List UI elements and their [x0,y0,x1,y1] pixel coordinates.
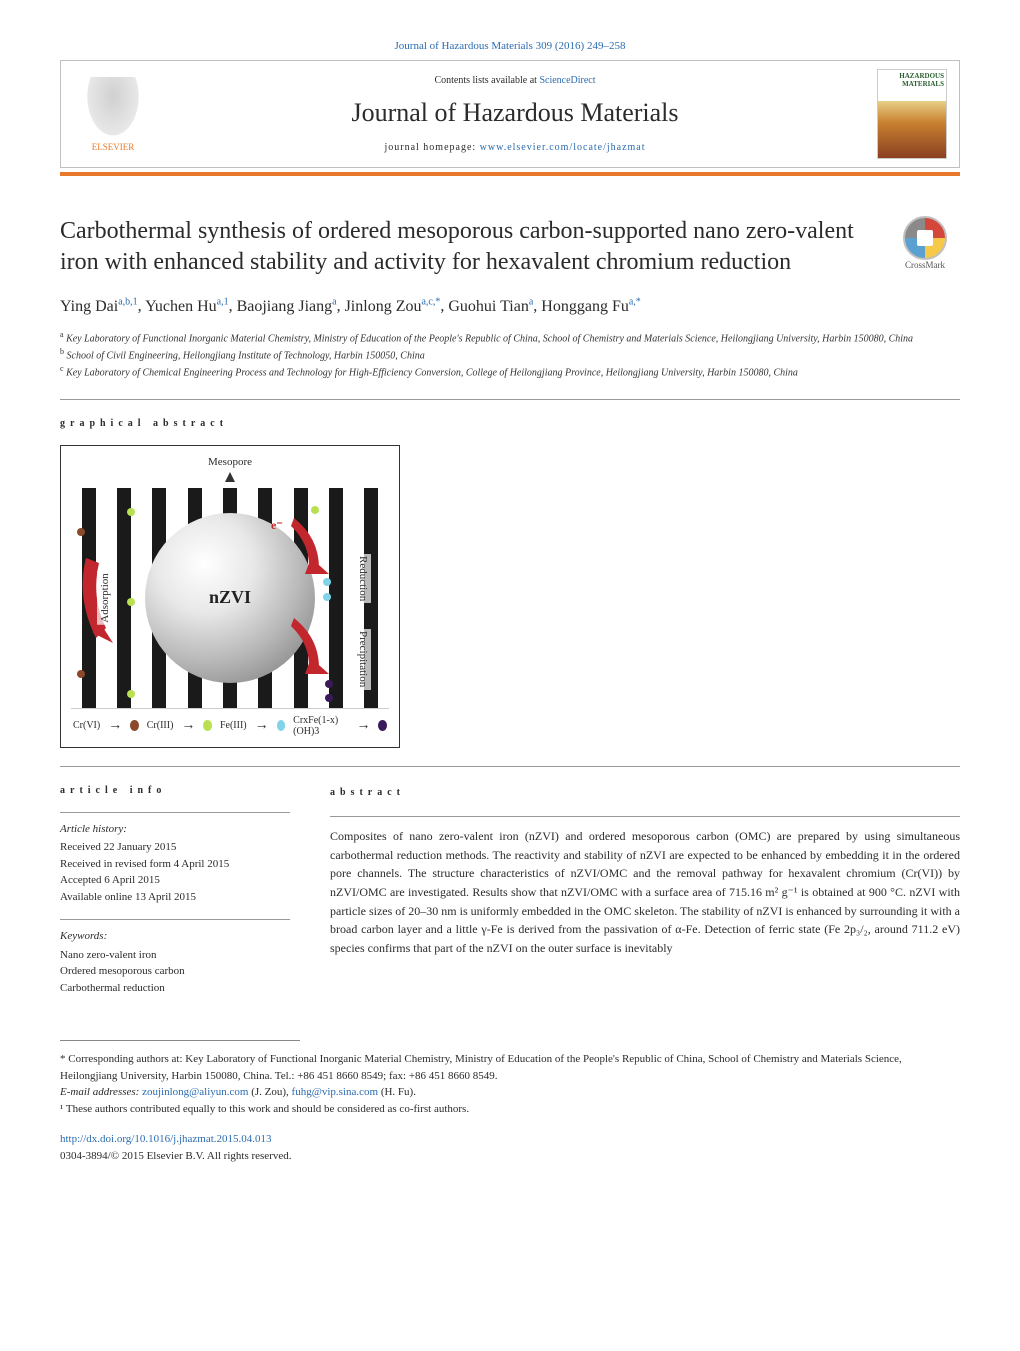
article-title: Carbothermal synthesis of ordered mesopo… [60,216,870,278]
author: Baojiang Jianga [237,298,337,315]
graphical-abstract-figure: Mesopore nZVI Adsorption Reduction Preci… [60,445,400,748]
divider [60,766,960,767]
ga-legend-swatch [203,720,212,731]
history-title: Article history: [60,821,290,838]
history-item: Available online 13 April 2015 [60,889,290,906]
footnotes: * Corresponding authors at: Key Laborato… [60,1051,960,1117]
orange-divider [60,172,960,176]
sciencedirect-link[interactable]: ScienceDirect [539,75,595,86]
ga-top-label: Mesopore [71,456,389,468]
ga-dot-feiii [323,593,331,601]
contribution-note: ¹ These authors contributed equally to t… [60,1101,960,1118]
elsevier-logo[interactable]: ELSEVIER [73,69,153,159]
ga-dot-feiii [323,578,331,586]
abstract-header: abstract [330,785,960,801]
elsevier-tree-icon [83,77,143,142]
ga-precipitation-label: Precipitation [355,629,371,689]
cover-label: HAZARDOUS MATERIALS [880,72,944,88]
history-item: Received 22 January 2015 [60,839,290,856]
keywords-title: Keywords: [60,928,290,945]
ga-red-arrow-right-bottom-icon [289,608,329,698]
ga-legend-label: Cr(VI) [73,720,100,731]
arrow-icon: → [356,718,370,734]
author: Ying Daia,b,1 [60,298,138,315]
divider [330,816,960,817]
author: Honggang Fua,* [541,298,641,315]
abstract-column: abstract Composites of nano zero-valent … [330,785,960,1011]
article-history-block: Article history: Received 22 January 201… [60,821,290,906]
ga-reduction-label: Reduction [355,554,371,603]
ga-top-arrow-icon [71,472,389,484]
history-item: Accepted 6 April 2015 [60,872,290,889]
ga-legend-label: Cr(III) [147,720,174,731]
article-info-column: article info Article history: Received 2… [60,785,290,1011]
top-citation[interactable]: Journal of Hazardous Materials 309 (2016… [60,40,960,52]
email-who: (J. Zou) [251,1086,286,1098]
author: Guohui Tiana [448,298,533,315]
history-item: Received in revised form 4 April 2015 [60,856,290,873]
corresponding-author-note: * Corresponding authors at: Key Laborato… [60,1051,960,1084]
footnote-rule [60,1040,300,1041]
email-link[interactable]: zoujinlong@aliyun.com [142,1086,248,1098]
contents-prefix: Contents lists available at [434,75,539,86]
ga-legend-swatch [277,720,286,731]
ga-legend-swatch [378,720,387,731]
author: Jinlong Zoua,c,* [345,298,441,315]
affiliation: b School of Civil Engineering, Heilongji… [60,346,960,363]
publisher-label: ELSEVIER [92,142,135,152]
journal-header-bar: ELSEVIER Contents lists available at Sci… [60,60,960,168]
affiliations: a Key Laboratory of Functional Inorganic… [60,329,960,381]
arrow-icon: → [255,718,269,734]
ga-legend: Cr(VI) → Cr(III) → Fe(III) → CrxFe(1-x)(OH)… [71,708,389,737]
journal-cover-thumbnail[interactable]: HAZARDOUS MATERIALS [877,69,947,159]
divider [60,812,290,813]
ga-adsorption-label: Adsorption [97,571,113,625]
graphical-abstract-header: graphical abstract [60,418,960,429]
email-link[interactable]: fuhg@vip.sina.com [292,1086,379,1098]
ga-electron-label: e⁻ [271,518,283,533]
issn-copyright: 0304-3894/© 2015 Elsevier B.V. All right… [60,1150,292,1162]
keyword: Nano zero-valent iron [60,947,290,964]
ga-dot-criii [127,690,135,698]
ga-dot-precipitate [325,694,333,702]
keywords-block: Keywords: Nano zero-valent iron Ordered … [60,928,290,996]
crossmark-icon [903,216,947,260]
ga-legend-label: CrxFe(1-x)(OH)3 [293,715,348,737]
author: Yuchen Hua,1 [145,298,229,315]
authors-line: Ying Daia,b,1, Yuchen Hua,1, Baojiang Ji… [60,294,960,318]
ga-legend-swatch [130,720,139,731]
doi-link[interactable]: http://dx.doi.org/10.1016/j.jhazmat.2015… [60,1133,272,1145]
keyword: Carbothermal reduction [60,980,290,997]
ga-dot-precipitate [325,680,333,688]
divider [60,919,290,920]
abstract-text: Composites of nano zero-valent iron (nZV… [330,827,960,957]
arrow-icon: → [108,718,122,734]
email-line: E-mail addresses: zoujinlong@aliyun.com … [60,1084,960,1101]
ga-legend-label: Fe(III) [220,720,247,731]
ga-dot-crvi [77,670,85,678]
crossmark-label: CrossMark [905,260,945,270]
homepage-line: journal homepage: www.elsevier.com/locat… [153,142,877,153]
ga-dot-criii [311,506,319,514]
email-who: (H. Fu) [381,1086,413,1098]
homepage-link[interactable]: www.elsevier.com/locate/jhazmat [480,142,646,153]
ga-dot-crvi [77,528,85,536]
affiliation: a Key Laboratory of Functional Inorganic… [60,329,960,346]
affiliation: c Key Laboratory of Chemical Engineering… [60,363,960,380]
doi-block: http://dx.doi.org/10.1016/j.jhazmat.2015… [60,1131,960,1164]
article-info-header: article info [60,785,290,796]
ga-diagram-core: nZVI Adsorption Reduction Precipitation … [71,488,389,708]
email-prefix: E-mail addresses: [60,1086,142,1098]
ga-dot-criii [127,508,135,516]
header-center: Contents lists available at ScienceDirec… [153,75,877,153]
journal-name: Journal of Hazardous Materials [153,98,877,128]
divider [60,399,960,400]
ga-dot-criii [127,598,135,606]
crossmark-widget[interactable]: CrossMark [890,216,960,270]
homepage-prefix: journal homepage: [384,142,479,153]
arrow-icon: → [181,718,195,734]
keyword: Ordered mesoporous carbon [60,963,290,980]
contents-available-line: Contents lists available at ScienceDirec… [153,75,877,86]
